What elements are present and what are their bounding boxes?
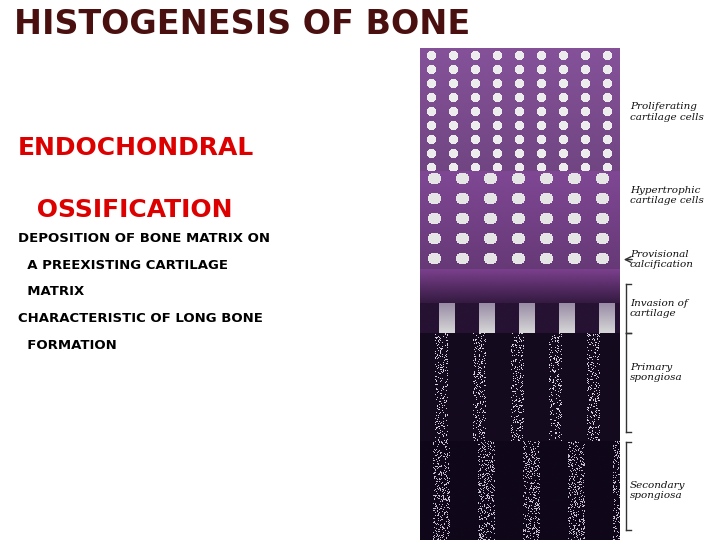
- Text: Hypertrophic
cartilage cells: Hypertrophic cartilage cells: [630, 186, 704, 205]
- Text: FORMATION: FORMATION: [18, 339, 117, 352]
- Text: Secondary
spongiosa: Secondary spongiosa: [630, 481, 685, 501]
- Text: Invasion of
cartilage: Invasion of cartilage: [630, 299, 688, 319]
- Text: A PREEXISTING CARTILAGE: A PREEXISTING CARTILAGE: [18, 259, 228, 272]
- Text: MATRIX: MATRIX: [18, 285, 84, 298]
- Text: DEPOSITION OF BONE MATRIX ON: DEPOSITION OF BONE MATRIX ON: [18, 232, 270, 245]
- Text: OSSIFICATION: OSSIFICATION: [28, 198, 233, 222]
- Text: Provisional
calcification: Provisional calcification: [630, 250, 694, 269]
- Text: ENDOCHONDRAL: ENDOCHONDRAL: [18, 136, 254, 160]
- Text: Proliferating
cartilage cells: Proliferating cartilage cells: [630, 102, 704, 122]
- Text: HISTOGENESIS OF BONE: HISTOGENESIS OF BONE: [14, 8, 471, 40]
- Text: Primary
spongiosa: Primary spongiosa: [630, 363, 683, 382]
- Text: CHARACTERISTIC OF LONG BONE: CHARACTERISTIC OF LONG BONE: [18, 312, 263, 325]
